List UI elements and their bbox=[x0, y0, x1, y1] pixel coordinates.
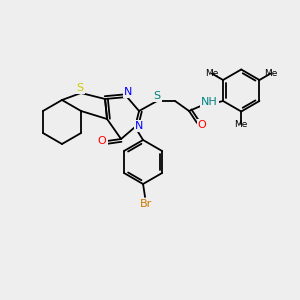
Text: N: N bbox=[124, 87, 132, 97]
Text: S: S bbox=[76, 83, 84, 93]
Text: O: O bbox=[198, 120, 206, 130]
Text: S: S bbox=[154, 91, 160, 101]
Text: NH: NH bbox=[201, 97, 218, 107]
Text: O: O bbox=[98, 136, 106, 146]
Text: Me: Me bbox=[205, 69, 218, 78]
Text: N: N bbox=[135, 121, 143, 131]
Text: Me: Me bbox=[235, 120, 248, 129]
Text: Br: Br bbox=[140, 199, 152, 209]
Text: Me: Me bbox=[264, 69, 278, 78]
